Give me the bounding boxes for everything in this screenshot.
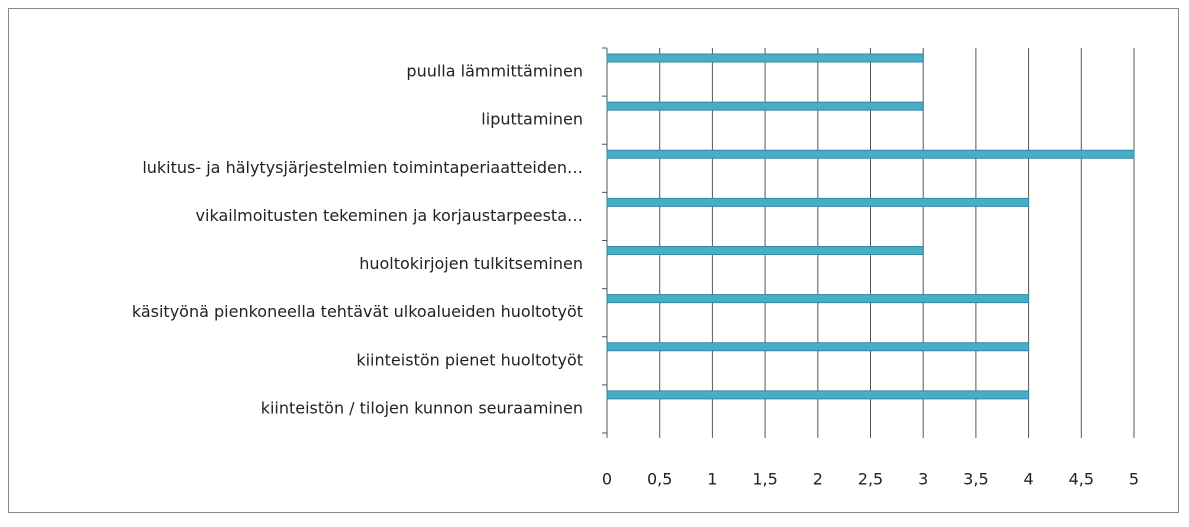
y-tick-label: liputtaminen <box>481 110 583 129</box>
x-tick-label: 1,5 <box>752 470 777 489</box>
bar <box>606 53 924 63</box>
x-tick-label: 4,5 <box>1069 470 1094 489</box>
bar <box>606 149 1135 159</box>
x-tick-label: 2 <box>813 470 823 489</box>
bar <box>606 101 924 111</box>
y-tick-label: vikailmoitusten tekeminen ja korjaustarp… <box>196 206 583 225</box>
y-tick-label: huoltokirjojen tulkitseminen <box>359 254 583 273</box>
y-tick-label: kiinteistön pienet huoltotyöt <box>356 350 583 369</box>
y-tick-label: kiinteistön / tilojen kunnon seuraaminen <box>261 398 583 417</box>
bar <box>606 294 1030 304</box>
bar <box>606 390 1030 400</box>
bar <box>606 342 1030 352</box>
x-tick-label: 0 <box>602 470 612 489</box>
bar <box>606 246 924 255</box>
x-tick-label: 0,5 <box>647 470 672 489</box>
y-tick-label: puulla lämmittäminen <box>406 62 583 81</box>
x-tick-label: 3,5 <box>963 470 988 489</box>
x-tick-label: 1 <box>707 470 717 489</box>
x-tick-label: 3 <box>918 470 928 489</box>
x-tick-label: 5 <box>1129 470 1139 489</box>
y-tick-label: lukitus- ja hälytysjärjestelmien toimint… <box>142 158 583 177</box>
x-tick-label: 4 <box>1024 470 1034 489</box>
chart-border <box>8 8 1179 513</box>
y-tick-label: käsityönä pienkoneella tehtävät ulkoalue… <box>132 302 583 321</box>
bar <box>606 197 1030 207</box>
x-tick-label: 2,5 <box>858 470 883 489</box>
